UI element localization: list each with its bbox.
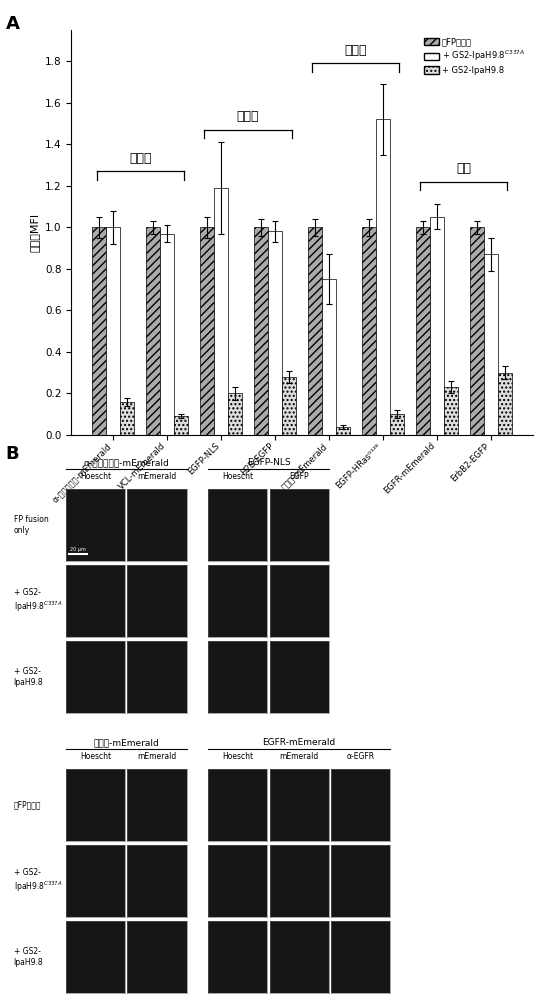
Bar [497,373,512,435]
Bar [174,416,188,435]
Text: α-辅肌动蛋白-mEmerald: α-辅肌动蛋白-mEmerald [83,458,169,467]
Bar [308,227,322,435]
Text: Hoescht: Hoescht [80,472,111,481]
Bar [228,393,242,435]
Text: FP fusion
only: FP fusion only [14,515,48,535]
Text: + GS2-
IpaH9.8: + GS2- IpaH9.8 [14,667,43,687]
Bar [120,402,135,435]
Text: B: B [5,445,19,463]
Text: Hoescht: Hoescht [222,752,253,761]
Text: Hoescht: Hoescht [80,752,111,761]
Bar [469,227,484,435]
Text: A: A [5,15,19,33]
Text: 20 μm: 20 μm [70,547,86,552]
Bar [484,254,497,435]
Text: 跨膜: 跨膜 [456,162,471,175]
Bar [160,234,174,435]
Text: 细胞质: 细胞质 [129,152,152,165]
Bar [282,377,296,435]
Bar [107,227,120,435]
Bar [146,227,160,435]
Legend: 仅FP融合体, + GS2-IpaH9.8$^{C337A}$, + GS2-IpaH9.8: 仅FP融合体, + GS2-IpaH9.8$^{C337A}$, + GS2-I… [421,34,528,78]
Text: 细胞核: 细胞核 [237,110,259,123]
Text: 膜相关: 膜相关 [345,44,367,57]
Bar [376,119,390,435]
Bar [268,231,282,435]
Bar [336,427,350,435]
Text: mEmerald: mEmerald [137,472,177,481]
Bar [416,227,430,435]
Text: + GS2-
IpaH9.8: + GS2- IpaH9.8 [14,947,43,967]
Text: EGFR-mEmerald: EGFR-mEmerald [262,738,336,747]
Text: mEmerald: mEmerald [279,752,319,761]
Bar [444,387,458,435]
Text: + GS2-
IpaH9.8$^{C337A}$: + GS2- IpaH9.8$^{C337A}$ [14,868,63,894]
Text: + GS2-
IpaH9.8$^{C337A}$: + GS2- IpaH9.8$^{C337A}$ [14,588,63,614]
Bar [390,414,404,435]
Text: 法呢基-mEmerald: 法呢基-mEmerald [93,738,159,747]
Bar [214,188,228,435]
Bar [254,227,268,435]
Y-axis label: 归一化MFI: 归一化MFI [30,213,40,252]
Text: 仅FP融合体: 仅FP融合体 [14,800,41,810]
Bar [92,227,107,435]
Bar [362,227,376,435]
Text: α-EGFR: α-EGFR [346,752,375,761]
Bar [322,279,336,435]
Text: Hoescht: Hoescht [222,472,253,481]
Bar [200,227,214,435]
Text: EGFP-NLS: EGFP-NLS [247,458,290,467]
Bar [430,217,444,435]
Text: EGFP: EGFP [289,472,309,481]
Text: mEmerald: mEmerald [137,752,177,761]
